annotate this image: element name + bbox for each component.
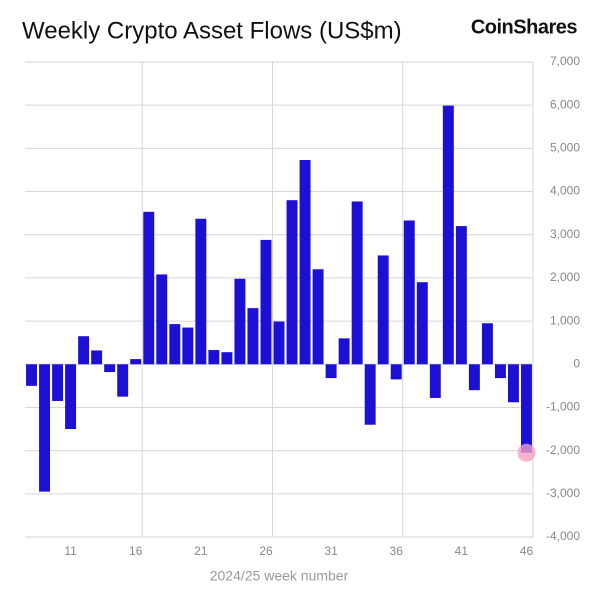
- y-tick-label: -3,000: [546, 486, 580, 500]
- x-tick-label: 21: [194, 544, 208, 558]
- y-tick-label: 2,000: [550, 270, 580, 284]
- x-tick-label: 46: [520, 544, 534, 558]
- y-tick-label: -2,000: [546, 443, 580, 457]
- y-tick-label: 3,000: [550, 227, 580, 241]
- y-tick-label: 6,000: [550, 97, 580, 111]
- y-tick-label: -4,000: [546, 529, 580, 543]
- bar: [208, 350, 220, 365]
- bar: [26, 364, 37, 386]
- bar: [182, 327, 194, 365]
- x-tick-label: 11: [64, 544, 77, 558]
- bar: [247, 308, 259, 365]
- bar: [377, 255, 389, 365]
- y-tick-label: 5,000: [550, 141, 580, 155]
- bar: [260, 239, 272, 365]
- bar: [390, 364, 402, 380]
- x-tick-label: 41: [455, 544, 469, 558]
- bar: [130, 359, 142, 365]
- bar: [455, 226, 467, 365]
- bar: [429, 364, 441, 398]
- bar: [156, 274, 168, 365]
- bar: [403, 220, 415, 365]
- bar: [169, 324, 181, 365]
- bar: [521, 364, 532, 453]
- bar: [104, 364, 116, 373]
- bar: [481, 323, 493, 365]
- bar: [234, 278, 246, 365]
- bar: [299, 160, 311, 365]
- bar: [52, 364, 64, 401]
- x-tick-label: 26: [259, 544, 273, 558]
- bar: [221, 352, 233, 365]
- bar: [442, 105, 454, 365]
- x-tick-label: 31: [324, 544, 338, 558]
- x-tick-label: 16: [129, 544, 143, 558]
- bar: [338, 338, 350, 365]
- bar: [494, 364, 506, 379]
- highlight-dot: [517, 443, 536, 462]
- bar: [286, 200, 298, 365]
- x-axis-label: 2024/25 week number: [210, 568, 349, 584]
- bar: [468, 364, 480, 391]
- bar: [325, 364, 337, 379]
- y-tick-label: 1,000: [550, 313, 580, 327]
- bar: [351, 201, 363, 365]
- bar: [507, 364, 519, 403]
- bar: [273, 321, 285, 365]
- bar: [143, 211, 155, 365]
- bar: [195, 218, 207, 365]
- y-tick-label: 7,000: [550, 54, 580, 68]
- bar: [78, 336, 90, 365]
- bar: [65, 364, 77, 430]
- bar: [91, 350, 103, 365]
- bar: [39, 364, 51, 492]
- bar: [416, 282, 428, 365]
- bar: [364, 364, 376, 425]
- x-tick-label: 36: [390, 544, 404, 558]
- y-tick-label: 4,000: [550, 184, 580, 198]
- y-tick-label: -1,000: [546, 400, 580, 414]
- y-tick-label: 0: [573, 356, 580, 370]
- bar: [312, 269, 324, 365]
- brand-logo: CoinShares: [471, 16, 578, 38]
- chart-title: Weekly Crypto Asset Flows (US$m): [22, 17, 402, 44]
- bar: [117, 364, 129, 397]
